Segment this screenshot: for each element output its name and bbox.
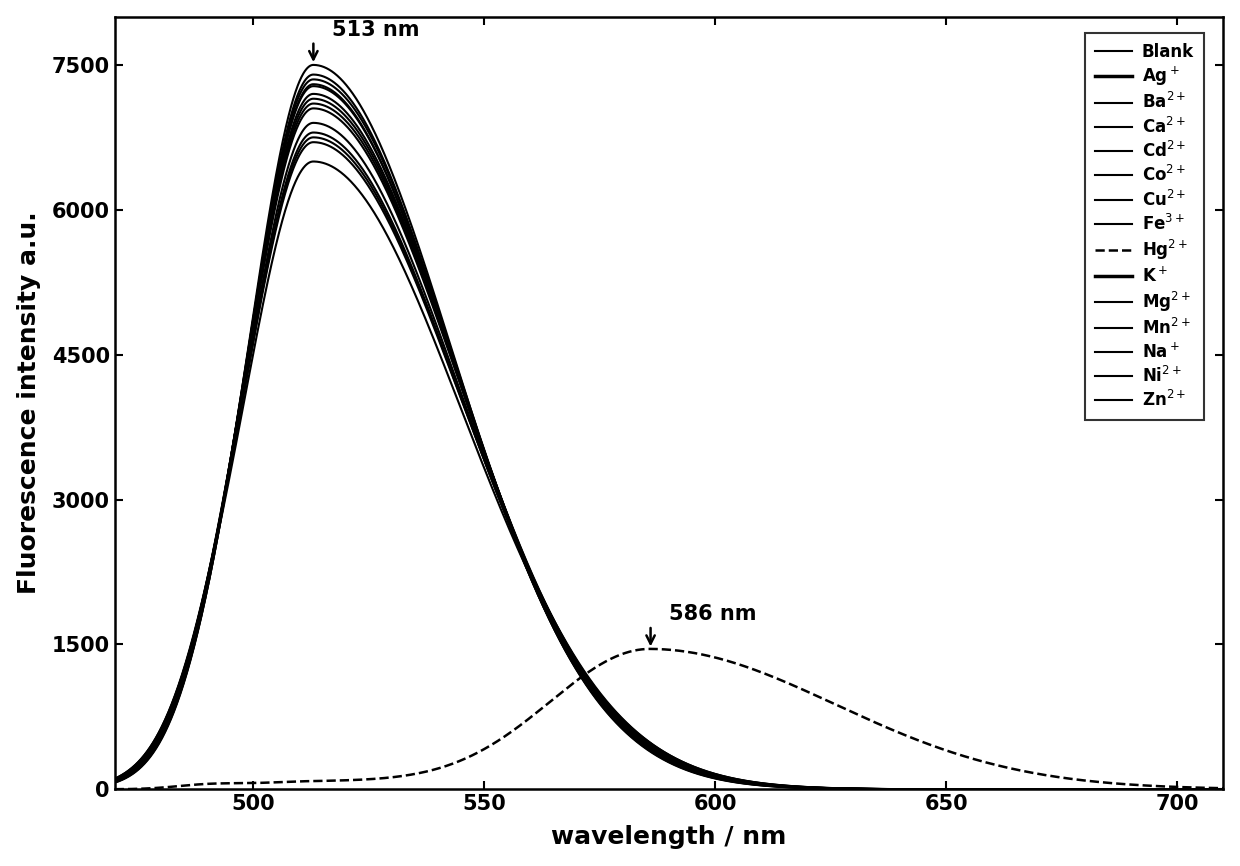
Legend: Blank, Ag$^+$, Ba$^{2+}$, Ca$^{2+}$, Cd$^{2+}$, Co$^{2+}$, Cu$^{2+}$, Fe$^{3+}$,: Blank, Ag$^+$, Ba$^{2+}$, Ca$^{2+}$, Cd$… bbox=[1085, 33, 1204, 420]
Text: 513 nm: 513 nm bbox=[332, 20, 419, 40]
Text: 586 nm: 586 nm bbox=[670, 604, 756, 624]
X-axis label: wavelength / nm: wavelength / nm bbox=[552, 825, 786, 850]
Y-axis label: Fluorescence intensity a.u.: Fluorescence intensity a.u. bbox=[16, 211, 41, 594]
